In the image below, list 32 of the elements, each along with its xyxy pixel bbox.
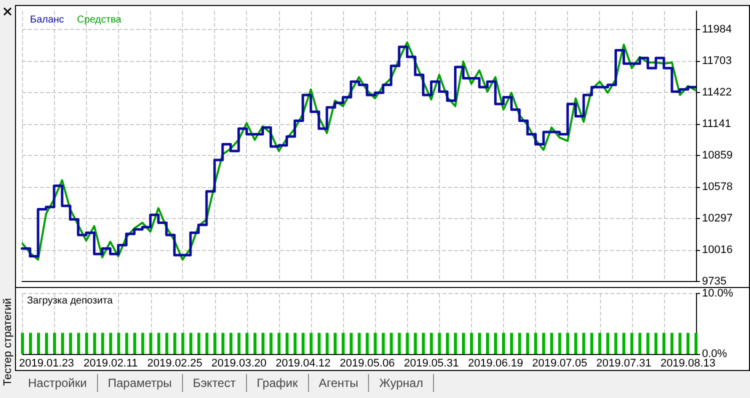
y-tick-label: 11422	[702, 86, 732, 99]
text: Баланс	[30, 14, 64, 26]
y-tick-label: 11984	[702, 24, 732, 36]
text: Средства	[77, 14, 122, 26]
x-tick-label: 2019.03.20	[211, 358, 266, 370]
x-tick-label: 2019.02.25	[147, 358, 202, 370]
x-tick-label: 2019.05.06	[340, 358, 395, 370]
text: Тестер стратегий	[2, 298, 14, 386]
text: График	[246, 374, 309, 392]
y-tick-label: 10016	[702, 244, 733, 256]
y-tick-label: 10297	[702, 212, 733, 225]
text: Журнал	[369, 374, 434, 392]
x-tick-label: 2019.01.23	[18, 358, 74, 370]
x-tick-label: 2019.07.05	[532, 358, 588, 370]
text: Бэктест	[182, 374, 247, 392]
text: Настройки	[18, 374, 98, 392]
y-tick-label: 9735	[702, 276, 726, 288]
chart-title: Загрузка депозита	[27, 296, 114, 306]
x-tick-label: 2019.02.11	[84, 358, 138, 370]
x-tick-label: 2019.07.31	[596, 358, 652, 370]
y-tick-label: 10.0%	[702, 288, 734, 300]
y-tick-label: 11141	[702, 118, 731, 130]
y-tick-label: 10578	[702, 181, 733, 194]
y-tick-label: 10859	[702, 150, 733, 162]
y-tick-label: 0.0%	[702, 348, 728, 360]
x-tick-label: 2019.06.19	[468, 358, 524, 370]
x-tick-label: 2019.04.12	[276, 358, 331, 370]
x-tick-label: 2019.05.31	[404, 358, 459, 370]
x-tick-label: 2019.08.13	[660, 358, 716, 370]
text: Агенты	[308, 374, 370, 392]
y-tick-label: 11703	[702, 55, 732, 68]
text: Параметры	[98, 374, 183, 392]
